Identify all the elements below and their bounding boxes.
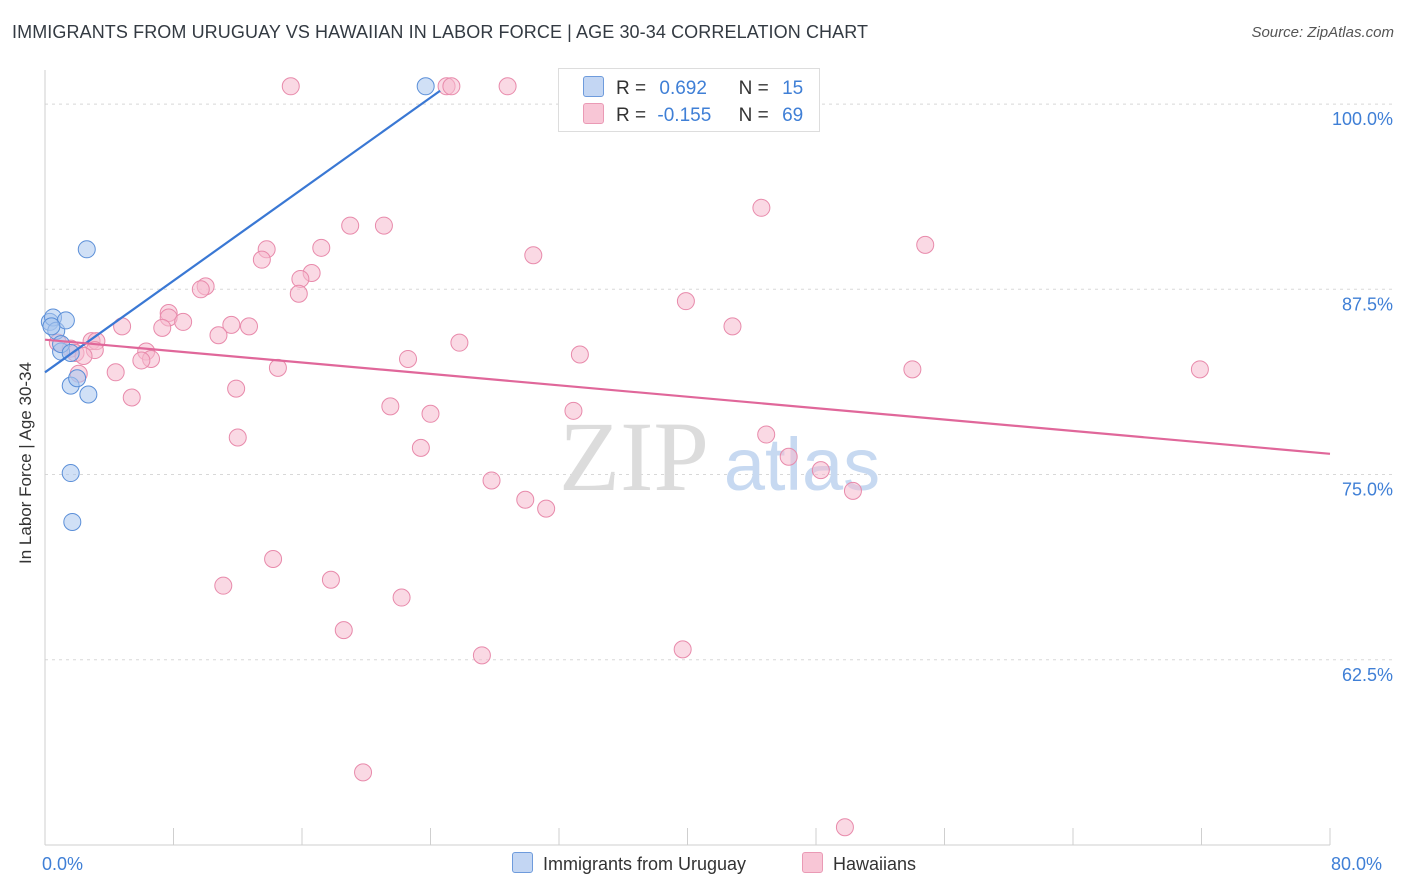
uruguay-trend-line	[44, 89, 441, 374]
trend-lines	[44, 89, 1331, 455]
hawaiians-point	[779, 447, 798, 466]
hawaiians-point	[835, 818, 854, 837]
hawaiians-point	[374, 216, 393, 235]
hawaiians-point	[132, 351, 151, 370]
hawaiians-point	[482, 471, 501, 490]
legend-n-label: N =	[738, 105, 769, 126]
legend-row-uruguay: R = 0.692 N = 15	[583, 76, 804, 99]
hawaiians-point	[757, 425, 776, 444]
hawaiians-point	[916, 235, 935, 254]
tick-labels: 100.0% 87.5% 75.0% 62.5% 0.0% 80.0%	[42, 109, 1393, 874]
hawaiians-point	[399, 349, 418, 368]
hawaiians-point	[264, 550, 283, 569]
hawaiians-point	[723, 317, 742, 336]
legend-r-label: R =	[616, 78, 647, 99]
bottom-legend-label-hawaiians: Hawaiians	[833, 854, 917, 874]
chart-title: IMMIGRANTS FROM URUGUAY VS HAWAIIAN IN L…	[12, 22, 869, 42]
y-tick-label: 62.5%	[1342, 665, 1393, 685]
hawaiians-point	[537, 499, 556, 518]
hawaiians-point	[442, 77, 461, 96]
hawaiians-point	[239, 317, 258, 336]
hawaiians-point	[291, 269, 310, 288]
hawaiians-point	[516, 490, 535, 509]
y-tick-label: 100.0%	[1332, 109, 1393, 129]
bottom-legend-swatch-uruguay	[512, 852, 533, 873]
hawaiians-point	[472, 646, 491, 665]
hawaiians-point	[321, 570, 340, 589]
legend-n-label: N =	[738, 78, 769, 99]
grid-lines	[45, 103, 1395, 661]
hawaiians-point	[524, 246, 543, 265]
hawaiians-point	[676, 292, 695, 311]
hawaiians-point	[209, 326, 228, 345]
hawaiians-point	[174, 312, 193, 331]
hawaiians-point	[341, 216, 360, 235]
y-axis-label: In Labor Force | Age 30-34	[16, 362, 35, 564]
uruguay-point	[42, 317, 61, 336]
bottom-legend-hawaiians: Hawaiians	[802, 852, 916, 875]
correlation-legend: R = 0.692 N = 15 R = -0.155 N = 69	[558, 68, 820, 132]
hawaiians-point	[903, 360, 922, 379]
watermark-zip: ZIP	[559, 401, 709, 512]
uruguay-point	[63, 512, 82, 531]
hawaiians-point	[312, 238, 331, 257]
hawaiians-point	[411, 438, 430, 457]
hawaiians-point	[334, 621, 353, 640]
hawaiians-point	[106, 363, 125, 382]
uruguay-point	[416, 77, 435, 96]
uruguay-points	[40, 77, 435, 531]
x-tick-label: 80.0%	[1331, 854, 1382, 874]
hawaiians-point	[191, 280, 210, 299]
hawaiians-point	[1190, 360, 1209, 379]
uruguay-point	[61, 464, 80, 483]
legend-r-value: -0.155	[657, 105, 712, 126]
hawaiians-point	[222, 315, 241, 334]
legend-r-label: R =	[616, 105, 647, 126]
hawaiians-point	[227, 379, 246, 398]
y-tick-label: 75.0%	[1342, 480, 1393, 500]
hawaiians-point	[673, 640, 692, 659]
legend-r-value: 0.692	[659, 78, 707, 99]
axes	[44, 70, 1331, 846]
source-label: Source: ZipAtlas.com	[1251, 24, 1394, 41]
hawaiians-point	[570, 345, 589, 364]
bottom-legend-swatch-hawaiians	[802, 852, 823, 873]
legend-swatch-uruguay	[583, 76, 604, 97]
hawaiians-point	[498, 77, 517, 96]
hawaiians-point	[752, 198, 771, 217]
bottom-legend-label-uruguay: Immigrants from Uruguay	[543, 854, 747, 874]
hawaiians-point	[421, 404, 440, 423]
y-tick-label: 87.5%	[1342, 294, 1393, 314]
x-tick-label: 0.0%	[42, 854, 83, 874]
hawaiians-point	[450, 333, 469, 352]
legend-n-value: 69	[782, 105, 804, 126]
hawaiians-point	[843, 481, 862, 500]
hawaiians-point	[381, 397, 400, 416]
legend-swatch-hawaiians	[583, 103, 604, 124]
uruguay-point	[79, 385, 98, 404]
hawaiians-point	[252, 250, 271, 269]
legend-n-value: 15	[782, 78, 804, 99]
hawaiians-point	[392, 588, 411, 607]
hawaiians-point	[153, 318, 172, 337]
hawaiians-point	[281, 77, 300, 96]
uruguay-point	[77, 240, 96, 259]
bottom-legend-uruguay: Immigrants from Uruguay	[512, 852, 746, 875]
hawaiians-point	[811, 461, 830, 480]
uruguay-point	[68, 369, 87, 388]
hawaiians-point	[564, 401, 583, 420]
hawaiians-point	[354, 763, 373, 782]
hawaiians-point	[214, 576, 233, 595]
hawaiians-point	[289, 284, 308, 303]
hawaiians-trend-line	[44, 338, 1331, 455]
hawaiians-point	[122, 388, 141, 407]
legend-row-hawaiians: R = -0.155 N = 69	[583, 103, 804, 126]
hawaiians-point	[228, 428, 247, 447]
